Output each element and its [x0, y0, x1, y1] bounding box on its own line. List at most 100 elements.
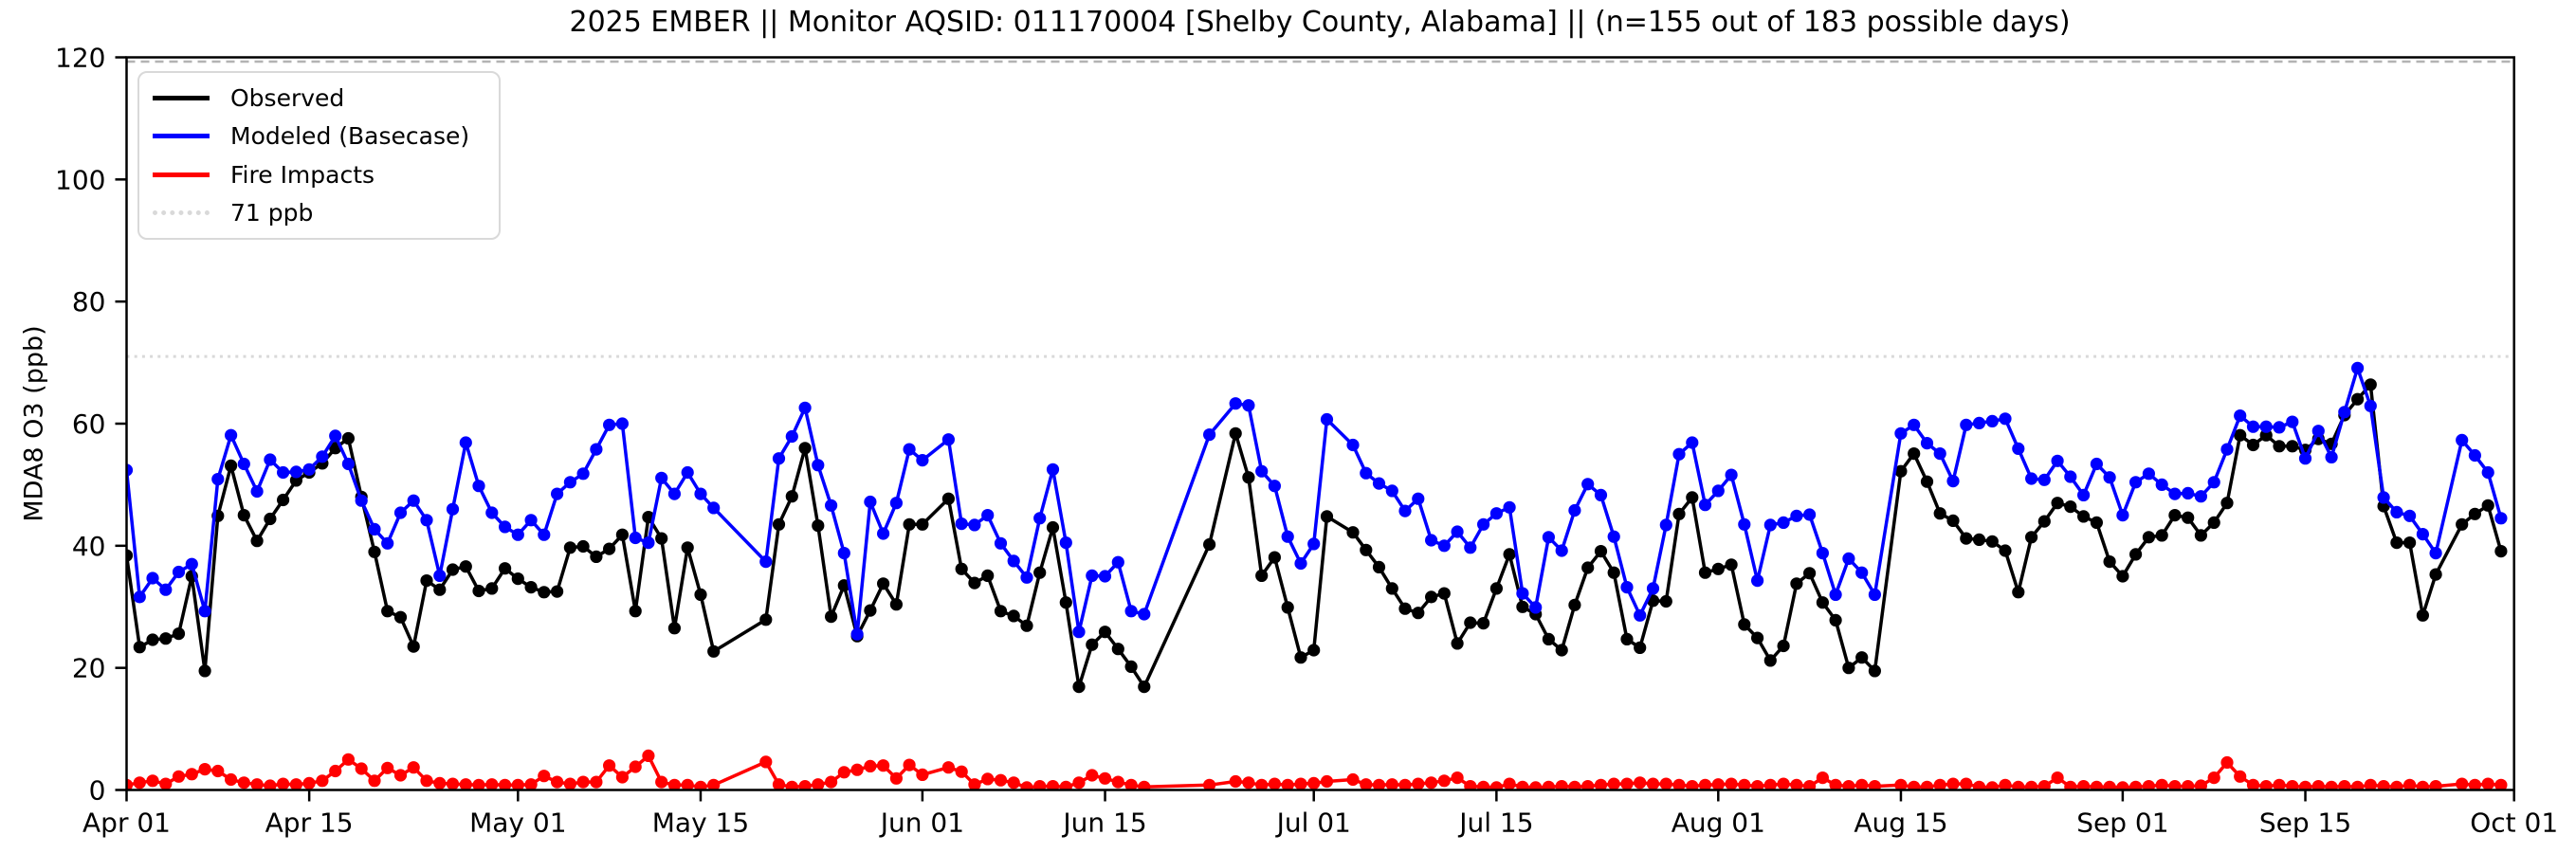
observed-marker — [1855, 651, 1869, 664]
fire-impacts-marker — [2037, 780, 2051, 790]
observed-marker — [1425, 590, 1438, 604]
modeled-basecase-marker — [2494, 512, 2508, 525]
observed-marker — [603, 542, 616, 555]
fire-impacts-marker — [1829, 778, 1842, 790]
modeled-basecase-marker — [1999, 412, 2012, 426]
fire-impacts-marker — [2064, 780, 2077, 790]
modeled-basecase-marker — [133, 590, 146, 604]
modeled-basecase-marker — [420, 514, 433, 527]
modeled-basecase-marker — [1855, 566, 1869, 579]
fire-impacts-marker — [1229, 774, 1242, 789]
fire-impacts-marker — [1855, 778, 1869, 790]
observed-marker — [1138, 681, 1151, 694]
observed-marker — [655, 532, 668, 545]
legend-entry-observed: Observed — [139, 79, 499, 118]
x-tick-label: Aug 01 — [1672, 808, 1765, 839]
fire-impacts-marker — [1307, 776, 1321, 790]
fire-impacts-marker — [1620, 777, 1634, 790]
observed-marker — [2481, 499, 2494, 512]
fire-impacts-marker — [1437, 774, 1451, 788]
modeled-basecase-marker — [941, 433, 956, 446]
modeled-basecase-marker — [707, 501, 721, 515]
modeled-basecase-marker — [1672, 447, 1686, 461]
observed-marker — [485, 582, 499, 595]
observed-marker — [707, 644, 721, 658]
modeled-basecase-marker — [1790, 509, 1803, 522]
observed-marker — [225, 459, 238, 472]
modeled-basecase-marker — [538, 528, 551, 541]
modeled-basecase-marker — [563, 476, 577, 489]
fire-impacts-marker — [1751, 780, 1764, 790]
observed-marker — [1398, 602, 1412, 615]
fire-impacts-marker — [355, 762, 368, 775]
fire-impacts-marker — [1933, 778, 1946, 790]
observed-marker — [2351, 392, 2365, 406]
observed-marker — [551, 585, 564, 598]
observed-marker — [667, 622, 682, 635]
legend-entry-modeled-basecase: Modeled (Basecase) — [139, 118, 499, 156]
fire-impacts-marker — [1568, 780, 1581, 790]
fire-impacts-marker — [1594, 778, 1608, 790]
fire-impacts-marker — [2207, 771, 2220, 785]
fire-impacts-marker — [798, 780, 812, 790]
y-tick-label: 20 — [72, 653, 106, 684]
observed-marker — [1307, 644, 1321, 657]
observed-marker — [499, 562, 512, 575]
fire-impacts-marker — [968, 778, 981, 790]
observed-marker — [511, 572, 524, 586]
observed-marker — [1477, 617, 1490, 630]
fire-impacts-marker — [2142, 780, 2155, 790]
modeled-basecase-marker — [2025, 472, 2038, 485]
observed-marker — [1437, 587, 1451, 600]
modeled-basecase-marker — [2142, 467, 2155, 481]
observed-marker — [2025, 531, 2038, 544]
observed-marker — [341, 431, 355, 445]
fire-impacts-marker — [1255, 778, 1269, 790]
fire-impacts-marker — [1059, 780, 1072, 790]
fire-impacts-marker — [1124, 778, 1138, 790]
observed-marker — [237, 509, 250, 522]
modeled-basecase-marker — [1138, 608, 1151, 621]
fire-impacts-marker — [381, 761, 394, 774]
observed-marker — [968, 576, 981, 590]
observed-marker — [2182, 511, 2195, 524]
observed-marker — [1086, 638, 1099, 651]
modeled-basecase-marker — [1385, 484, 1398, 498]
fire-impacts-marker — [1920, 780, 1934, 790]
modeled-basecase-marker — [1972, 416, 1986, 429]
modeled-basecase-marker — [2377, 491, 2390, 504]
observed-marker — [864, 604, 877, 617]
modeled-basecase-marker — [1751, 574, 1764, 588]
modeled-basecase-marker — [1451, 525, 1464, 538]
fire-impacts-marker — [1412, 777, 1425, 790]
fire-impacts-marker — [1816, 771, 1829, 785]
observed-marker — [1711, 562, 1725, 575]
observed-marker — [1111, 643, 1124, 656]
modeled-basecase-marker — [1086, 569, 1099, 583]
fire-impacts-marker — [2194, 779, 2207, 790]
modeled-basecase-marker — [1437, 539, 1451, 553]
fire-impacts-marker — [499, 778, 512, 790]
observed-marker — [2090, 516, 2103, 530]
fire-impacts-marker — [615, 771, 630, 784]
fire-impacts-marker — [393, 769, 408, 782]
fire-impacts-marker — [667, 778, 681, 790]
modeled-basecase-marker — [1777, 516, 1790, 530]
fire-impacts-marker — [329, 764, 342, 778]
y-axis-label: MDA8 O3 (ppb) — [19, 325, 49, 522]
fire-impacts-marker — [1894, 778, 1908, 790]
modeled-basecase-marker — [1698, 499, 1712, 512]
modeled-basecase-marker — [2364, 399, 2377, 412]
observed-marker — [2194, 529, 2207, 542]
modeled-basecase-marker — [551, 487, 564, 500]
fire-impacts-marker — [2456, 777, 2469, 790]
fire-impacts-marker — [1581, 780, 1595, 790]
observed-marker — [2103, 555, 2116, 569]
modeled-basecase-marker — [1268, 480, 1281, 493]
modeled-basecase-marker — [1816, 547, 1829, 560]
fire-impacts-marker — [1503, 777, 1516, 790]
fire-impacts-marker — [185, 768, 198, 781]
fire-impacts-marker — [289, 778, 302, 790]
observed-marker — [2246, 438, 2260, 452]
modeled-basecase-marker — [1398, 504, 1412, 517]
